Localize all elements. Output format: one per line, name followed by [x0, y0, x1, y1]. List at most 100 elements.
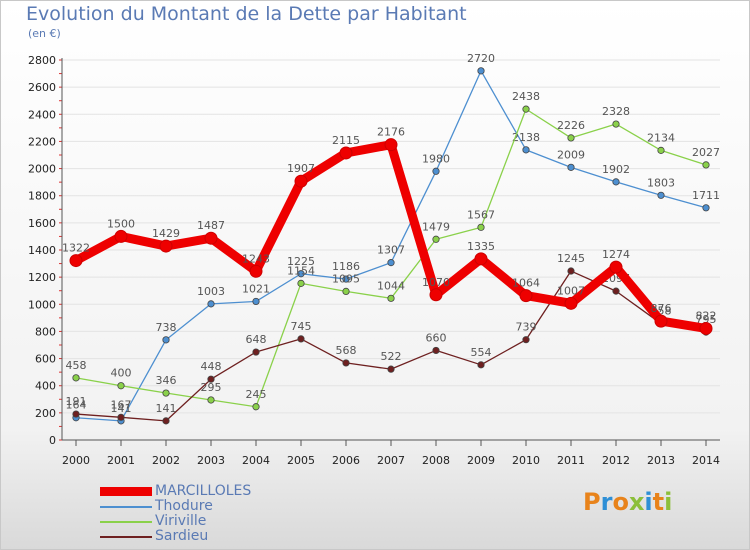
y-tick-label: 600 — [35, 353, 56, 366]
data-label-thodure: 1307 — [377, 244, 405, 257]
data-label-thodure: 1003 — [197, 285, 225, 298]
data-label-thodure: 141 — [111, 402, 132, 415]
data-label-viriville: 2134 — [647, 131, 675, 144]
data-point-viriville — [477, 223, 485, 231]
data-label-viriville: 1479 — [422, 220, 450, 233]
data-label-thodure: 1803 — [647, 176, 675, 189]
x-tick-label: 2006 — [332, 454, 360, 467]
x-tick-label: 2003 — [197, 454, 225, 467]
data-point-marcilloles — [429, 288, 443, 302]
legend-swatch — [100, 506, 152, 508]
logo-letter: o — [612, 488, 629, 516]
data-label-sardieu: 568 — [336, 344, 357, 357]
data-label-sardieu: 191 — [66, 395, 87, 408]
data-label-sardieu: 1245 — [557, 252, 585, 265]
data-label-marcilloles: 876 — [651, 302, 672, 315]
data-point-viriville — [342, 287, 350, 295]
x-tick-label: 2002 — [152, 454, 180, 467]
data-label-thodure: 1980 — [422, 152, 450, 165]
data-label-thodure: 1021 — [242, 282, 270, 295]
data-point-marcilloles — [159, 239, 173, 253]
data-label-viriville: 1154 — [287, 264, 315, 277]
data-point-thodure — [432, 167, 440, 175]
data-label-marcilloles: 2115 — [332, 134, 360, 147]
data-label-viriville: 400 — [111, 367, 132, 380]
data-label-sardieu: 739 — [516, 321, 537, 334]
data-label-viriville: 2027 — [692, 146, 720, 159]
data-point-sardieu — [432, 346, 440, 355]
logo-letter: r — [600, 488, 613, 516]
data-point-marcilloles — [474, 252, 488, 266]
y-tick-label: 800 — [35, 325, 56, 338]
data-label-marcilloles: 1322 — [62, 242, 90, 255]
data-point-thodure — [162, 336, 170, 344]
legend-label: MARCILLOLES — [155, 483, 252, 499]
data-label-viriville: 2328 — [602, 105, 630, 118]
data-point-marcilloles — [249, 264, 263, 278]
data-label-sardieu: 141 — [156, 402, 177, 415]
y-tick-label: 0 — [49, 434, 56, 447]
data-label-marcilloles: 1064 — [512, 277, 540, 290]
data-point-viriville — [612, 120, 620, 128]
data-point-sardieu — [567, 267, 575, 275]
data-point-viriville — [522, 105, 530, 113]
y-tick-label: 1200 — [28, 271, 56, 284]
data-point-sardieu — [297, 335, 305, 343]
data-point-thodure — [342, 275, 350, 283]
data-label-marcilloles: 1335 — [467, 240, 495, 253]
x-tick-label: 2012 — [602, 454, 630, 467]
data-label-viriville: 295 — [201, 381, 222, 394]
data-label-sardieu: 660 — [426, 331, 447, 344]
data-label-thodure: 1225 — [287, 255, 315, 268]
data-label-marcilloles: 1487 — [197, 219, 225, 232]
x-tick-label: 2004 — [242, 454, 270, 467]
x-tick-label: 2000 — [62, 454, 90, 467]
data-point-viriville — [72, 374, 80, 382]
y-tick-label: 200 — [35, 407, 56, 420]
x-tick-label: 2005 — [287, 454, 315, 467]
y-tick-label: 400 — [35, 380, 56, 393]
data-point-thodure — [387, 259, 395, 267]
legend-label: Sardieu — [155, 528, 209, 544]
x-tick-label: 2014 — [692, 454, 720, 467]
data-point-sardieu — [72, 410, 80, 418]
data-point-viriville — [432, 235, 440, 243]
data-label-marcilloles: 1243 — [242, 252, 270, 265]
legend-swatch — [100, 487, 152, 496]
logo-letter: i — [664, 488, 673, 516]
data-point-viriville — [567, 134, 575, 142]
legend-label: Viriville — [155, 513, 207, 529]
data-point-thodure — [207, 300, 215, 308]
data-label-viriville: 346 — [156, 374, 177, 387]
data-point-sardieu — [612, 287, 620, 295]
y-tick-label: 2400 — [28, 108, 56, 121]
data-label-thodure: 1711 — [692, 189, 720, 202]
data-label-marcilloles: 1907 — [287, 162, 315, 175]
chart-subtitle: (en €) — [28, 27, 61, 40]
logo-letter: P — [583, 488, 601, 516]
data-point-thodure — [522, 146, 530, 154]
data-point-sardieu — [522, 336, 530, 344]
data-label-viriville: 245 — [246, 388, 267, 401]
logo-letter: x — [628, 488, 645, 516]
x-tick-label: 2010 — [512, 454, 540, 467]
y-tick-label: 2200 — [28, 135, 56, 148]
data-point-marcilloles — [564, 296, 578, 310]
y-tick-label: 1600 — [28, 217, 56, 230]
x-tick-label: 2013 — [647, 454, 675, 467]
data-point-viriville — [702, 161, 710, 169]
data-point-marcilloles — [69, 254, 83, 268]
data-point-viriville — [387, 294, 395, 302]
data-label-viriville: 2226 — [557, 119, 585, 132]
data-point-sardieu — [387, 365, 395, 373]
data-point-sardieu — [162, 417, 170, 425]
data-label-sardieu: 554 — [471, 346, 492, 359]
series-line-sardieu — [75, 270, 707, 422]
data-label-viriville: 1095 — [332, 272, 360, 285]
data-label-thodure: 2138 — [512, 131, 540, 144]
data-point-sardieu — [342, 359, 350, 367]
data-point-thodure — [612, 178, 620, 186]
data-label-viriville: 2438 — [512, 90, 540, 103]
x-tick-label: 2011 — [557, 454, 585, 467]
